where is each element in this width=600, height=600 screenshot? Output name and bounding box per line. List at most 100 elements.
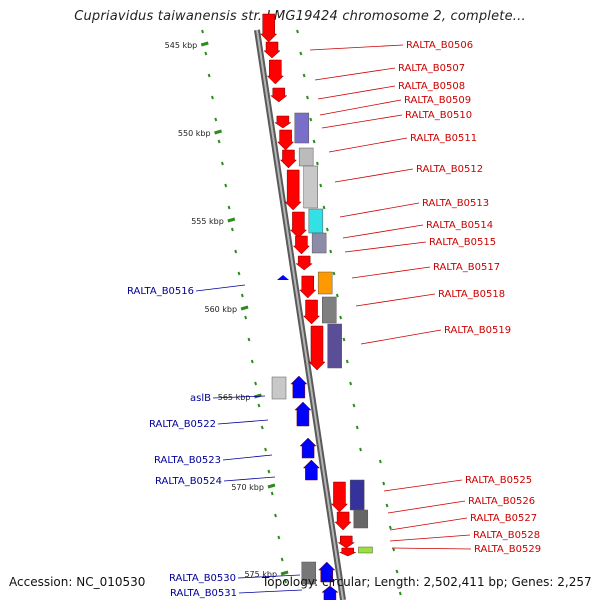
gene-arrow-reverse	[318, 561, 336, 583]
guide-dot	[345, 359, 349, 364]
scale-tick-label: 550 kbp	[178, 129, 211, 138]
gene-arrow-forward	[334, 511, 352, 531]
label-leader-line	[360, 329, 442, 345]
guide-dot	[224, 183, 228, 188]
scale-tick-label: 545 kbp	[165, 41, 198, 50]
label-leader-line	[319, 99, 402, 116]
label-leader-line	[355, 293, 436, 307]
guide-dot	[201, 29, 204, 34]
label-leader-line	[387, 500, 466, 514]
gene-arrow-forward	[292, 235, 311, 255]
map-title: Cupriavidus taiwanensis str. LMG19424 ch…	[74, 9, 526, 24]
label-leader-line	[237, 574, 301, 579]
scale-tick-mark	[227, 217, 236, 223]
label-leader-line	[334, 168, 414, 183]
gene-arrow-forward	[330, 481, 349, 513]
guide-dot	[280, 557, 284, 562]
guide-dot	[395, 569, 399, 574]
gene-label-right: RALTA_B0525	[465, 475, 532, 486]
guide-dot	[332, 271, 336, 276]
guide-dot	[392, 547, 396, 552]
gene-label-left: RALTA_B0531	[170, 588, 237, 599]
gene-label-right: RALTA_B0519	[444, 325, 511, 336]
gene-label-right: RALTA_B0515	[429, 237, 496, 248]
gene-label-left: RALTA_B0516	[127, 286, 194, 297]
gene-arrow-forward	[263, 41, 281, 59]
guide-dot	[214, 117, 218, 122]
guide-dot	[220, 161, 224, 166]
guide-dot	[335, 293, 339, 298]
gene-arrow-reverse	[290, 375, 308, 399]
gene-label-left: RALTA_B0522	[149, 419, 216, 430]
guide-dot	[329, 249, 333, 254]
guide-dot	[302, 73, 306, 78]
guide-dot	[352, 403, 356, 408]
gene-label-right: RALTA_B0526	[468, 496, 535, 507]
label-leader-line	[383, 479, 463, 492]
guide-dot	[207, 73, 211, 78]
gene-label-right: RALTA_B0518	[438, 289, 505, 300]
gene-box	[298, 147, 314, 167]
gene-arrow-forward	[270, 87, 288, 103]
gene-arrow-forward	[274, 115, 292, 129]
guide-dot	[267, 469, 271, 474]
gene-box	[308, 208, 324, 234]
scale-tick-mark	[214, 129, 222, 135]
gene-box	[321, 296, 337, 324]
guide-dot	[264, 447, 268, 452]
gene-box	[294, 112, 310, 144]
gene-arrow-forward	[260, 13, 278, 43]
guide-dot	[349, 381, 353, 386]
guide-dot	[385, 503, 389, 508]
gene-arrow-forward	[289, 211, 308, 239]
label-leader-line	[389, 517, 468, 531]
gene-label-right: RALTA_B0510	[405, 110, 472, 121]
gene-arrow-forward	[339, 547, 356, 557]
gene-arrow-forward	[308, 325, 326, 371]
label-leader-line	[344, 241, 427, 253]
guide-dot	[237, 271, 241, 276]
label-leader-line	[342, 224, 424, 239]
scale-tick-label: 570 kbp	[231, 483, 264, 492]
gene-box	[353, 509, 369, 529]
gene-label-right: RALTA_B0514	[426, 220, 493, 231]
gene-box	[317, 271, 333, 295]
guide-dot	[306, 95, 309, 100]
gene-label-left: RALTA_B0530	[169, 573, 236, 584]
gene-box	[349, 479, 365, 511]
label-leader-line	[238, 589, 303, 594]
gene-arrow-reverse	[302, 459, 320, 481]
scale-tick-label: 555 kbp	[191, 217, 224, 226]
guide-dot	[234, 249, 238, 254]
gene-arrow-forward	[279, 149, 298, 169]
gene-box	[301, 561, 317, 585]
guide-dot	[204, 51, 208, 56]
gene-box	[303, 165, 318, 209]
gene-arrow-forward	[337, 535, 356, 549]
gene-labels: RALTA_B0506 RALTA_B0507 RALTA_B0508 RALTA_B…	[127, 40, 541, 599]
scale-tick-mark	[280, 570, 289, 576]
scale-tick-mark	[200, 41, 209, 47]
guide-dot	[247, 337, 251, 342]
genome-summary: Topology: circular; Length: 2,502,411 bp…	[262, 575, 592, 589]
guide-dot	[312, 139, 316, 144]
gene-arrow-reverse	[277, 275, 289, 280]
guide-dot	[277, 535, 281, 540]
label-leader-line	[223, 476, 276, 482]
guide-dot	[244, 315, 248, 320]
accession-label: Accession: NC_010530	[9, 575, 146, 589]
guide-dot	[217, 139, 221, 144]
guide-dot	[342, 337, 346, 342]
label-leader-line	[314, 67, 396, 81]
scale-tick-mark	[267, 483, 276, 489]
guide-dot	[322, 205, 326, 210]
guide-dot	[299, 51, 303, 56]
label-leader-line	[339, 202, 420, 218]
guide-dot	[325, 227, 329, 232]
gene-label-left: aslB	[190, 393, 211, 404]
gene-label-right: RALTA_B0511	[410, 133, 477, 144]
gene-arrow-forward	[295, 255, 313, 271]
guide-dot	[270, 491, 274, 496]
gene-arrow-reverse	[294, 401, 312, 427]
